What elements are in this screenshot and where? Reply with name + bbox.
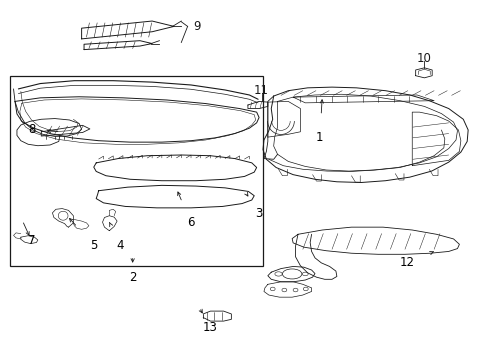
Text: 4: 4 xyxy=(117,239,124,252)
Text: 11: 11 xyxy=(253,84,268,97)
Text: 7: 7 xyxy=(28,234,35,247)
Text: 3: 3 xyxy=(255,207,262,220)
Text: 13: 13 xyxy=(203,321,218,334)
Text: 6: 6 xyxy=(187,216,194,229)
Text: 5: 5 xyxy=(90,239,97,252)
Bar xyxy=(10,76,263,266)
Text: 8: 8 xyxy=(28,123,35,136)
Text: 2: 2 xyxy=(129,271,136,284)
Text: 10: 10 xyxy=(416,52,431,65)
Text: 9: 9 xyxy=(193,20,201,33)
Text: 12: 12 xyxy=(399,256,414,269)
Text: 1: 1 xyxy=(315,131,323,144)
